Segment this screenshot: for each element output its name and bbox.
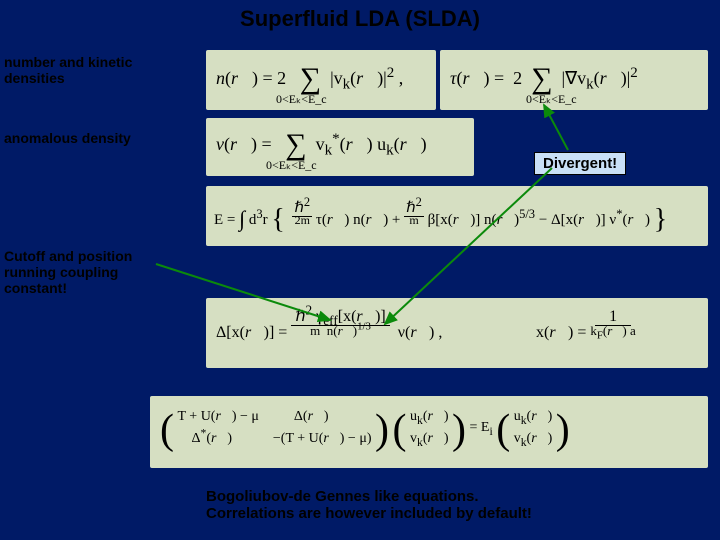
- panel-tau: τ(r⃗) = 2 ∑ |∇vk(r⃗)|2 0<Eₖ<E_c: [440, 50, 708, 110]
- eq-n: n(r⃗) = 2 ∑ |vk(r⃗)|2 ,: [216, 58, 403, 92]
- bottom-note-line1: Bogoliubov-de Gennes like equations.: [206, 488, 479, 505]
- eq-tau-sub: 0<Eₖ<E_c: [526, 92, 577, 107]
- label-cutoff: Cutoff and position running coupling con…: [4, 248, 132, 296]
- label-densities-line2: densities: [4, 70, 65, 86]
- eq-tau: τ(r⃗) = 2 ∑ |∇vk(r⃗)|2: [450, 58, 638, 92]
- label-cutoff-line3: constant!: [4, 280, 67, 296]
- panel-delta: Δ[x(r⃗)] = ℏ2 γeff[x(r⃗)] m n(r⃗)1/3 ν(r…: [206, 298, 708, 368]
- eq-n-sub: 0<Eₖ<E_c: [276, 92, 327, 107]
- label-cutoff-line2: running coupling: [4, 264, 118, 280]
- eq-xr: x(r⃗) = 1 kF(r⃗) a: [536, 312, 636, 342]
- bottom-note-line2: Correlations are however included by def…: [206, 505, 532, 522]
- panel-nu: ν(r⃗) = ∑ vk*(r⃗) uk(r⃗) 0<Eₖ<E_c: [206, 118, 474, 176]
- eq-energy: E = ∫ d3r { ℏ2 2m τ(r⃗) n(r⃗) + ℏ2 m β[x…: [214, 200, 667, 232]
- slide: Superfluid LDA (SLDA) number and kinetic…: [0, 0, 720, 540]
- label-densities: number and kinetic densities: [4, 54, 132, 86]
- eq-bdg: ( T + U(r⃗) − μ Δ*(r⃗) Δ(r⃗) −(T + U(r⃗)…: [160, 406, 570, 450]
- eq-delta: Δ[x(r⃗)] = ℏ2 γeff[x(r⃗)] m n(r⃗)1/3 ν(r…: [216, 312, 442, 342]
- bottom-note: Bogoliubov-de Gennes like equations. Cor…: [206, 488, 532, 522]
- label-cutoff-line1: Cutoff and position: [4, 248, 132, 264]
- eq-nu-sub: 0<Eₖ<E_c: [266, 158, 317, 173]
- label-densities-line1: number and kinetic: [4, 54, 132, 70]
- label-anomalous: anomalous density: [4, 130, 131, 146]
- panel-n: n(r⃗) = 2 ∑ |vk(r⃗)|2 , 0<Eₖ<E_c: [206, 50, 436, 110]
- panel-bdg: ( T + U(r⃗) − μ Δ*(r⃗) Δ(r⃗) −(T + U(r⃗)…: [150, 396, 708, 468]
- callout-divergent: Divergent!: [534, 152, 626, 175]
- panel-energy: E = ∫ d3r { ℏ2 2m τ(r⃗) n(r⃗) + ℏ2 m β[x…: [206, 186, 708, 246]
- eq-nu: ν(r⃗) = ∑ vk*(r⃗) uk(r⃗): [216, 124, 427, 158]
- arrow-divergent-to-tau: [544, 105, 568, 150]
- page-title: Superfluid LDA (SLDA): [0, 6, 720, 32]
